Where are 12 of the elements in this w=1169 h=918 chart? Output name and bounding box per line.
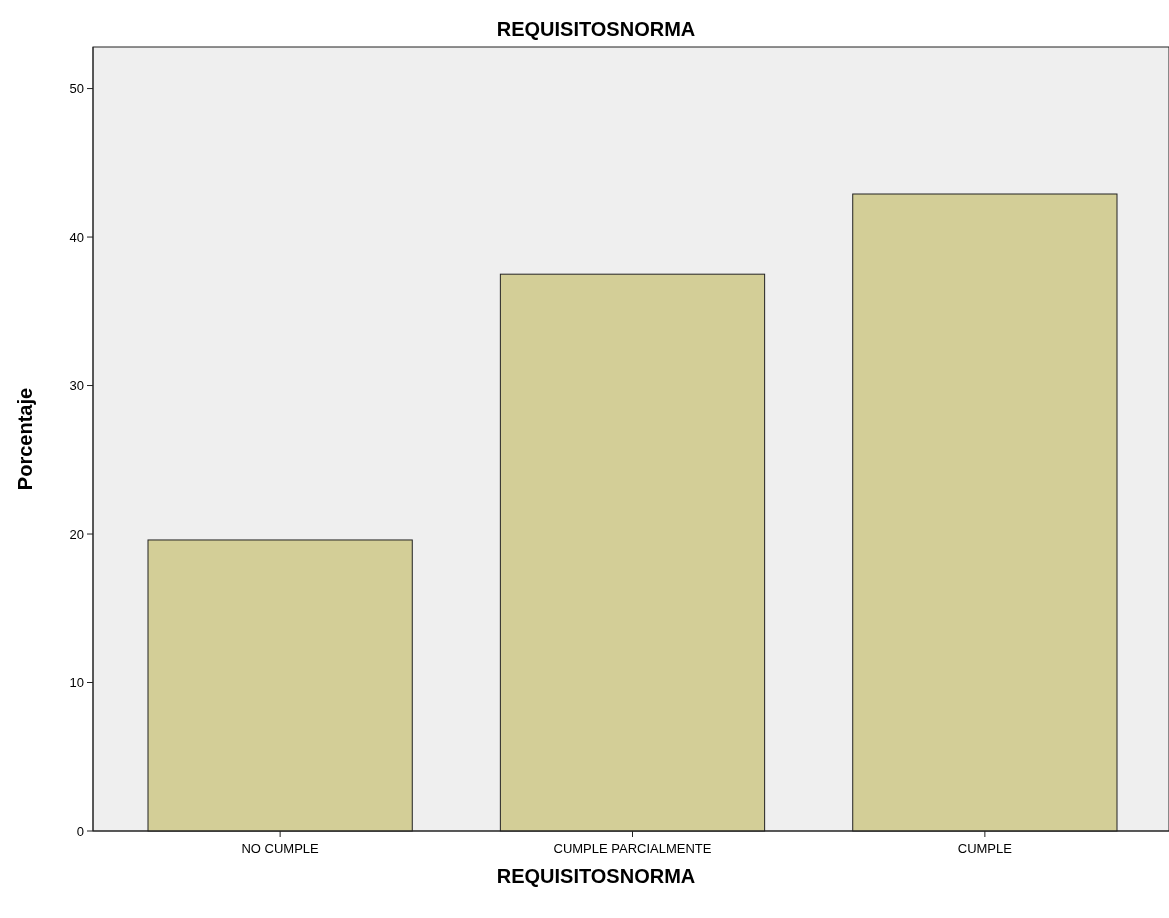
x-tick-label: NO CUMPLE: [241, 841, 320, 856]
y-tick-label: 20: [69, 526, 84, 542]
y-tick-label: 40: [69, 229, 84, 245]
y-axis-title: Porcentaje: [14, 387, 36, 491]
y-tick-label: 10: [69, 675, 84, 691]
y-tick-label: 0: [76, 823, 84, 839]
x-axis-title: REQUISITOSNORMA: [496, 865, 696, 887]
chart-title: REQUISITOSNORMA: [496, 18, 696, 40]
x-tick-label: CUMPLE PARCIALMENTE: [553, 841, 712, 856]
x-tick-label: CUMPLE: [957, 841, 1013, 856]
y-tick-label: 50: [69, 81, 84, 97]
y-tick-label: 30: [69, 378, 84, 394]
